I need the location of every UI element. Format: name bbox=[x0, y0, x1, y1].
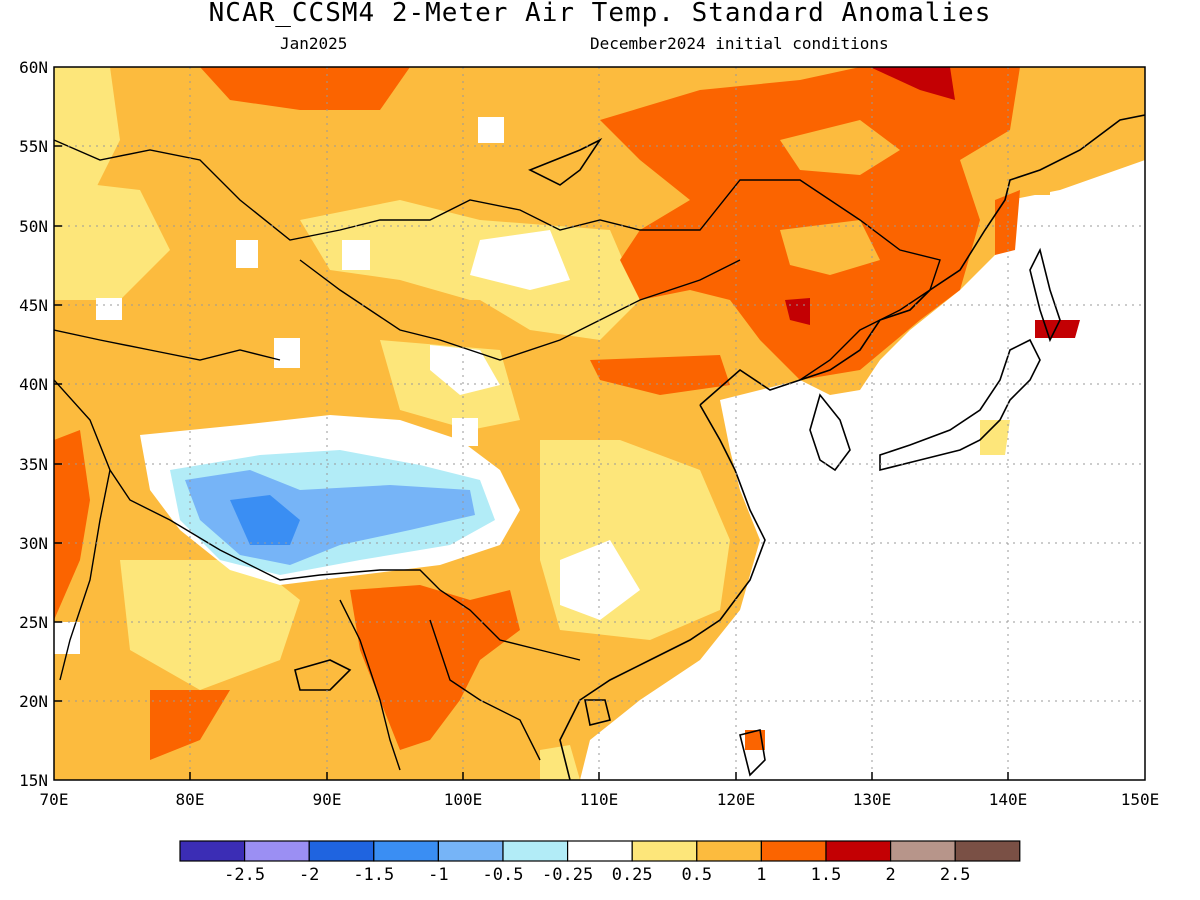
anomaly-patch bbox=[870, 67, 955, 100]
colorbar-swatch bbox=[631, 840, 698, 862]
colorbar-swatch bbox=[954, 840, 1021, 862]
colorbar-label: 1.5 bbox=[810, 865, 842, 885]
anomaly-patch bbox=[54, 430, 90, 620]
tibet-cold-strong bbox=[230, 495, 300, 545]
colorbar-swatch bbox=[760, 840, 827, 862]
masked-cell bbox=[452, 418, 478, 446]
forecast-month: Jan2025 bbox=[280, 34, 348, 53]
lat-label: 40N bbox=[19, 375, 48, 394]
colorbar-swatch bbox=[308, 840, 375, 862]
masked-cell bbox=[274, 338, 300, 368]
colorbar-label: 0.5 bbox=[681, 865, 713, 885]
lon-label: 100E bbox=[443, 790, 483, 809]
lon-label: 110E bbox=[579, 790, 619, 809]
colorbar-label: -1.5 bbox=[353, 865, 395, 885]
colorbar-label: -2 bbox=[298, 865, 320, 885]
anomaly-field bbox=[54, 67, 1145, 780]
lon-label: 120E bbox=[716, 790, 756, 809]
anomaly-patch bbox=[200, 67, 410, 110]
colorbar-swatch bbox=[373, 840, 439, 862]
colorbar-label: -0.5 bbox=[482, 865, 524, 885]
colorbar bbox=[179, 840, 1021, 862]
lon-label: 90E bbox=[312, 790, 342, 809]
lon-label: 150E bbox=[1120, 790, 1160, 809]
lat-label: 50N bbox=[19, 217, 48, 236]
lat-label: 15N bbox=[19, 771, 48, 790]
colorbar-swatch bbox=[437, 840, 504, 862]
anomaly-patch bbox=[560, 540, 640, 620]
lat-label: 25N bbox=[19, 613, 48, 632]
anomaly-patch bbox=[745, 730, 765, 750]
masked-cell bbox=[54, 622, 80, 654]
map-title: NCAR_CCSM4 2-Meter Air Temp. Standard An… bbox=[208, 0, 992, 28]
anomaly-patch bbox=[780, 120, 900, 175]
lon-label: 140E bbox=[988, 790, 1028, 809]
colorbar-swatch bbox=[696, 840, 762, 862]
anomaly-patch bbox=[540, 745, 580, 780]
colorbar-swatch bbox=[244, 840, 310, 862]
country-borders bbox=[54, 139, 941, 771]
colorbar-swatch bbox=[502, 840, 569, 862]
colorbar-swatch bbox=[566, 840, 633, 862]
colorbar-swatch bbox=[825, 840, 892, 862]
lat-label: 35N bbox=[19, 455, 48, 474]
warm-southeast-asia bbox=[350, 585, 520, 750]
masked-cell bbox=[96, 298, 122, 320]
colorbar-swatch bbox=[179, 840, 246, 862]
masked-cell bbox=[478, 117, 504, 143]
anomaly-patch bbox=[120, 560, 300, 690]
warm-northeast bbox=[600, 67, 1020, 380]
lon-label: 130E bbox=[852, 790, 892, 809]
colorbar-label: -1 bbox=[428, 865, 449, 885]
lon-label: 80E bbox=[175, 790, 205, 809]
initial-conditions: December2024 initial conditions bbox=[590, 34, 889, 53]
colorbar-label: -2.5 bbox=[224, 865, 266, 885]
colorbar-label: 2.5 bbox=[939, 865, 971, 885]
masked-cell bbox=[236, 240, 258, 268]
colorbar-label: 1 bbox=[756, 865, 767, 885]
anomaly-patch bbox=[54, 180, 170, 300]
anomaly-patch bbox=[54, 67, 120, 220]
anomaly-patch bbox=[980, 420, 1010, 455]
anomaly-patch bbox=[1035, 320, 1080, 338]
lon-label: 70E bbox=[39, 790, 69, 809]
colorbar-label: 0.25 bbox=[611, 865, 653, 885]
lat-label: 20N bbox=[19, 692, 48, 711]
anomaly-patch bbox=[590, 355, 730, 395]
anomaly-patch bbox=[470, 230, 570, 290]
anomaly-patch bbox=[430, 345, 500, 395]
anomaly-patch bbox=[780, 220, 880, 275]
lat-label: 55N bbox=[19, 137, 48, 156]
lat-label: 45N bbox=[19, 296, 48, 315]
lat-label: 30N bbox=[19, 534, 48, 553]
anomaly-patch bbox=[1020, 180, 1050, 195]
colorbar-swatch bbox=[889, 840, 956, 862]
ocean bbox=[580, 160, 1145, 780]
masked-cell bbox=[342, 240, 370, 270]
colorbar-label: -0.25 bbox=[542, 865, 594, 885]
axis-ticks bbox=[54, 145, 1009, 780]
lat-label: 60N bbox=[19, 58, 48, 77]
colorbar-label: 2 bbox=[885, 865, 896, 885]
